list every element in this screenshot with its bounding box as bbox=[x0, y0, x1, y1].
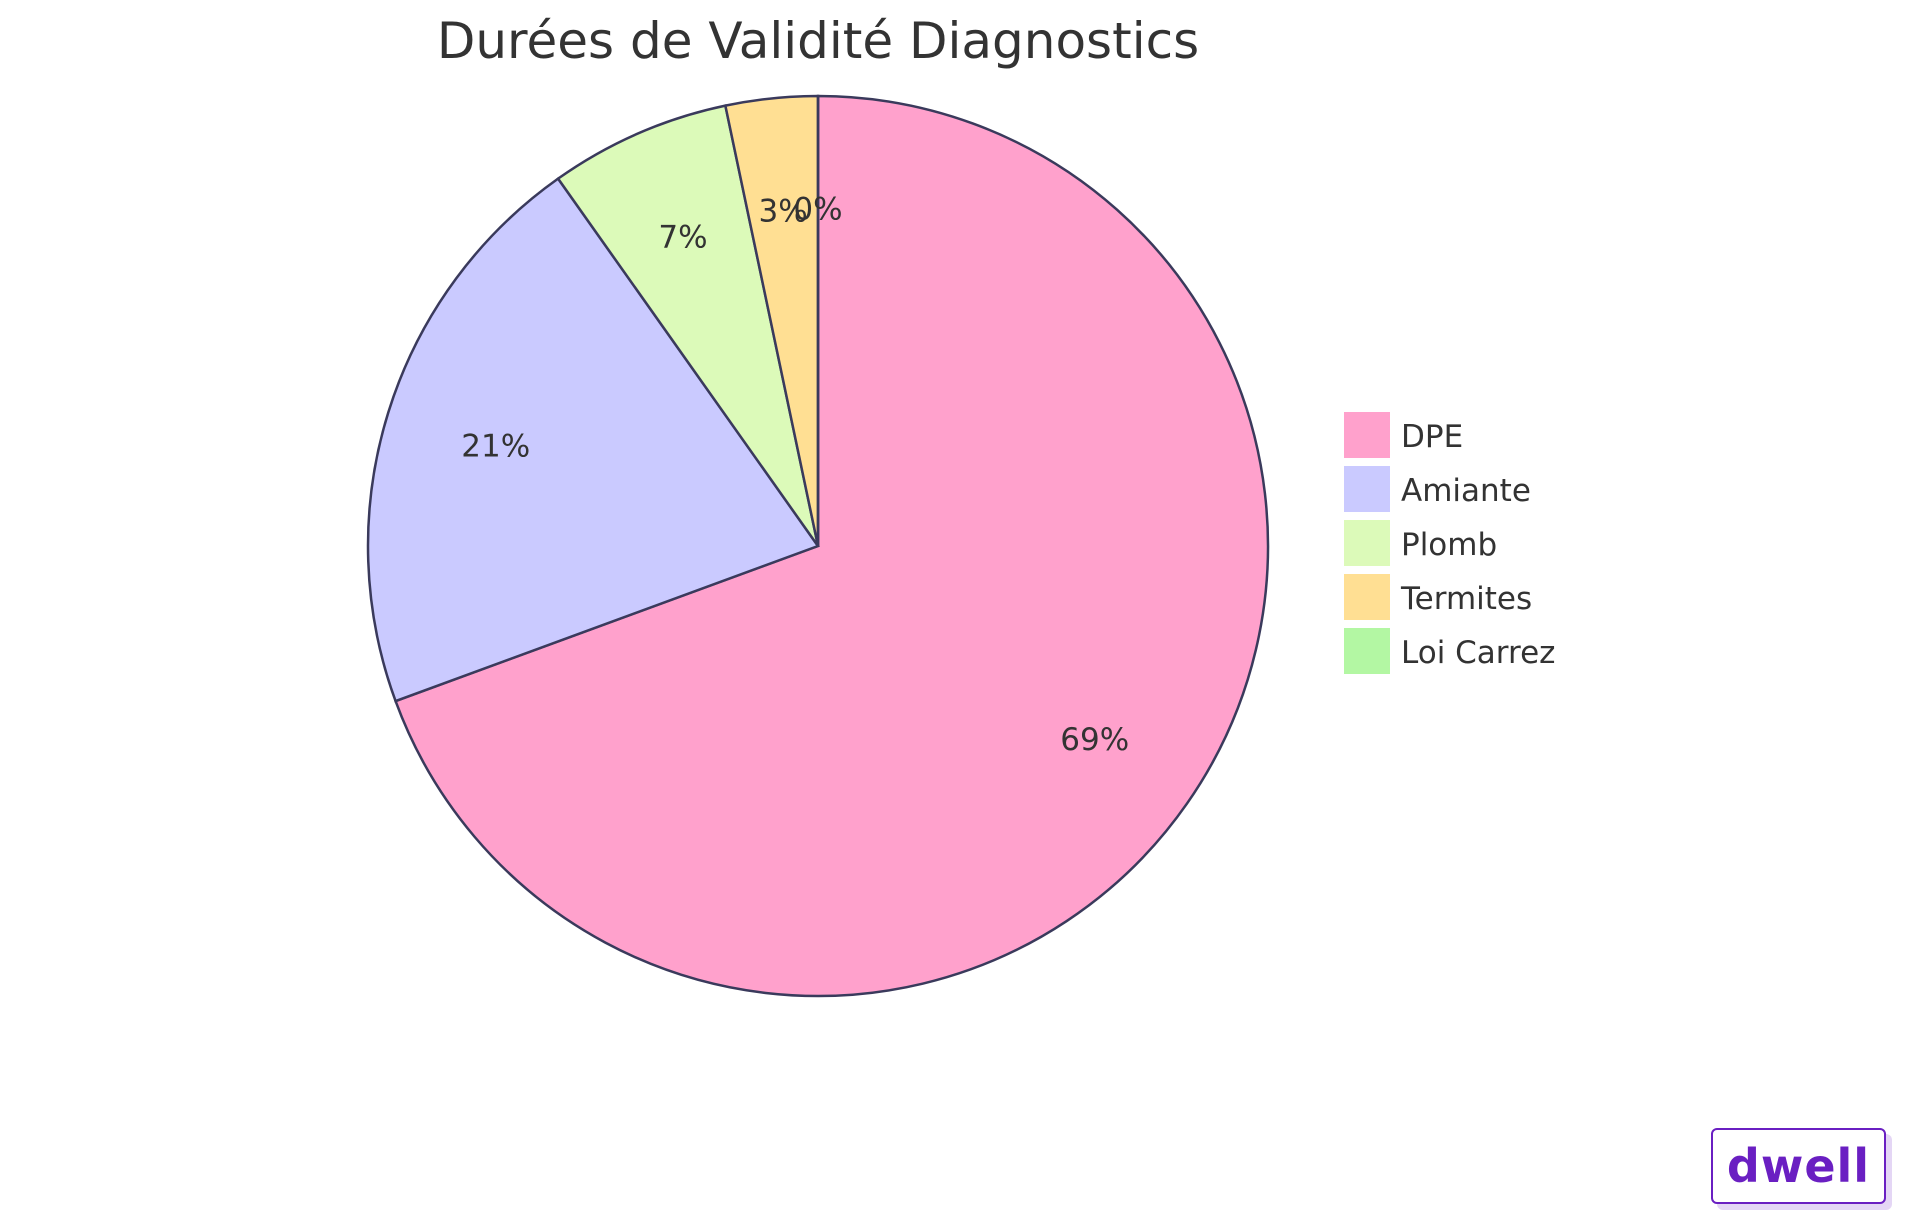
chart-title: Durées de Validité Diagnostics bbox=[437, 12, 1199, 70]
legend-swatch-dpe bbox=[1344, 412, 1390, 458]
legend-swatch-termites bbox=[1344, 574, 1390, 620]
pie-slice-dpe bbox=[393, 94, 1270, 998]
legend-label-termites: Termites bbox=[1400, 581, 1532, 617]
slice-label-dpe: 69% bbox=[1060, 722, 1129, 758]
legend-label-loi-carrez: Loi Carrez bbox=[1401, 635, 1555, 671]
legend-swatch-amiante bbox=[1344, 466, 1390, 512]
slice-label-amiante: 21% bbox=[461, 429, 530, 465]
slice-label-termites: 3% bbox=[758, 193, 807, 229]
slice-label-loi-carrez: 0% bbox=[793, 192, 842, 228]
pie-slices bbox=[366, 94, 1270, 998]
legend: DPE Amiante Plomb Termites Loi Carrez bbox=[1344, 412, 1555, 674]
legend-label-plomb: Plomb bbox=[1401, 527, 1497, 563]
legend-label-amiante: Amiante bbox=[1401, 473, 1531, 509]
pie-slice-amiante bbox=[366, 176, 820, 703]
legend-swatch-loi-carrez bbox=[1344, 628, 1390, 674]
slice-label-plomb: 7% bbox=[658, 220, 707, 256]
legend-swatch-plomb bbox=[1344, 520, 1390, 566]
dwell-logo: dwell bbox=[1711, 1128, 1886, 1204]
legend-label-dpe: DPE bbox=[1401, 419, 1463, 455]
pie-slice-plomb bbox=[556, 104, 820, 547]
pie-slice-labels: 69% 21% 7% 3%0% bbox=[461, 192, 1129, 759]
